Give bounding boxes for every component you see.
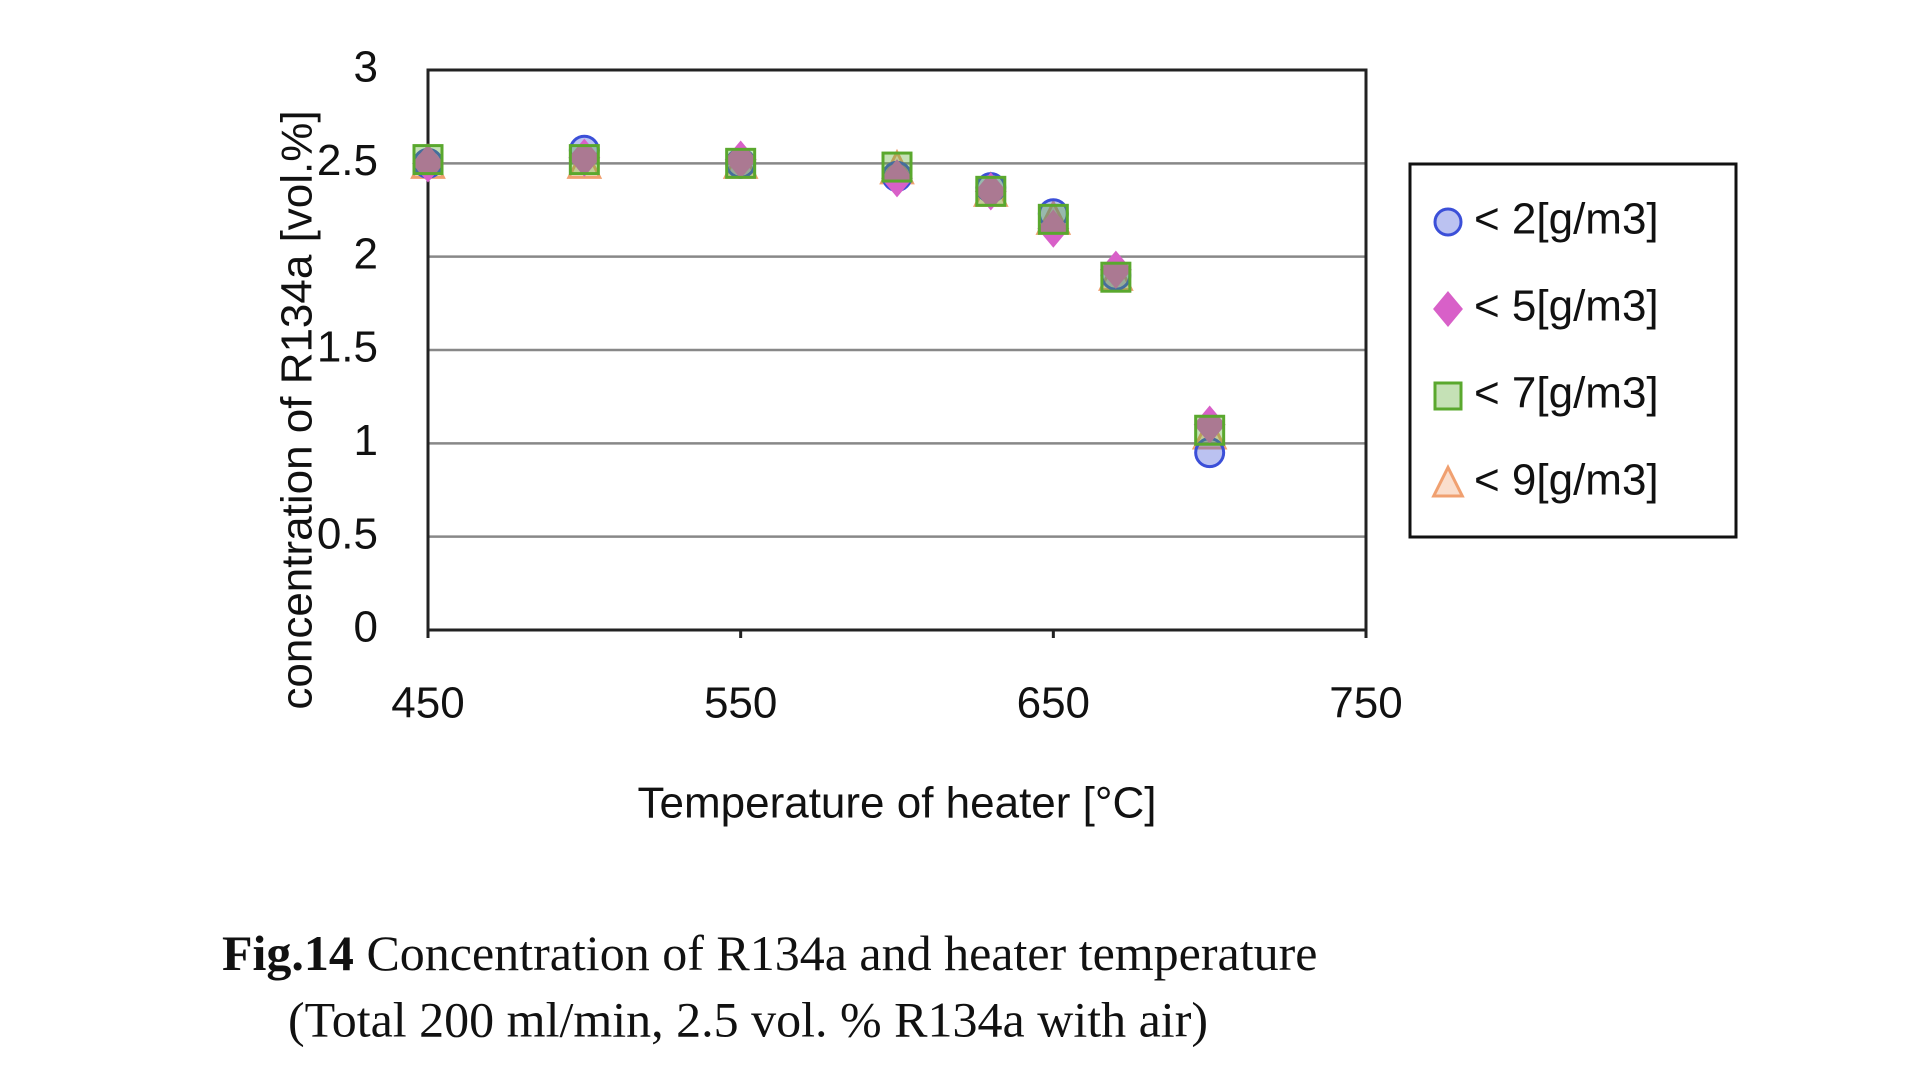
marker-diamond	[1037, 209, 1070, 248]
caption-line-1: Fig.14 Concentration of R134a and heater…	[222, 925, 1317, 981]
y-tick-label: 0.5	[317, 509, 378, 558]
y-tick-label: 3	[354, 43, 378, 92]
plot-frame	[426, 68, 1368, 632]
marker-triangle	[1431, 464, 1465, 498]
marker-square	[412, 144, 444, 176]
marker-diamond	[412, 144, 444, 183]
marker-diamond	[881, 159, 913, 198]
legend-label: < 7[g/m3]	[1474, 369, 1659, 418]
marker-square	[1433, 381, 1463, 411]
y-tick-label: 2	[354, 229, 378, 278]
y-tick-label: 0	[354, 603, 378, 652]
marker-diamond	[974, 172, 1007, 211]
y-axis-label: concentration of R134a [vol.%]	[273, 110, 322, 709]
x-tick-label: 450	[391, 679, 464, 728]
caption-label: Fig.14	[222, 925, 354, 981]
marker-circle	[1433, 207, 1463, 237]
legend-box	[1408, 162, 1738, 539]
y-tick-label: 1.5	[317, 323, 378, 372]
y-tick-label: 2.5	[317, 136, 378, 185]
x-tick-label: 650	[1017, 679, 1090, 728]
caption-line-2: (Total 200 ml/min, 2.5 vol. % R134a with…	[288, 991, 1208, 1047]
x-tick-label: 550	[704, 679, 777, 728]
marker-square	[568, 144, 600, 176]
legend-label: < 2[g/m3]	[1474, 195, 1659, 244]
marker-diamond	[1433, 291, 1463, 327]
legend-label: < 9[g/m3]	[1474, 456, 1659, 505]
marker-square	[975, 175, 1007, 207]
marker-square	[1037, 203, 1069, 235]
x-axis-label: Temperature of heater [°C]	[638, 779, 1157, 828]
marker-square	[1100, 261, 1132, 293]
legend-label: < 5[g/m3]	[1474, 282, 1659, 331]
marker-square	[881, 151, 913, 183]
y-tick-label: 1	[354, 416, 378, 465]
marker-square	[1194, 414, 1226, 446]
x-tick-label: 750	[1329, 679, 1402, 728]
marker-square	[725, 147, 757, 179]
caption-text: Concentration of R134a and heater temper…	[354, 925, 1318, 981]
